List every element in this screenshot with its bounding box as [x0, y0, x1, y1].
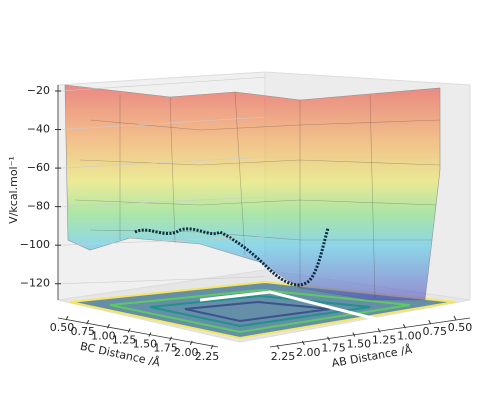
y-tick-label: 1.25 [372, 333, 397, 346]
grid-line [60, 196, 266, 207]
x-tick [210, 344, 214, 350]
x-tick-label: 2.25 [195, 350, 220, 363]
y-tick [327, 336, 331, 341]
z-axis-label: V/kcal.mol⁻¹ [7, 156, 20, 224]
y-tick-label: 2.00 [296, 346, 321, 359]
x-tick-label: 0.75 [70, 325, 95, 338]
x-tick-label: 1.50 [133, 338, 158, 351]
grid-line [60, 116, 266, 130]
z-tick-label: −100 [20, 238, 50, 251]
x-tick-label: 2.00 [174, 346, 199, 359]
grid-line [60, 156, 266, 169]
z-tick-label: −40 [27, 123, 50, 136]
y-tick [428, 319, 432, 325]
x-tick-label: 1.25 [112, 333, 137, 346]
z-tick-label: −20 [27, 84, 50, 97]
y-tick [453, 315, 457, 321]
y-tick [276, 344, 280, 350]
grid-line [60, 76, 266, 92]
x-tick [86, 319, 90, 325]
y-tick [301, 340, 305, 346]
x-tick [189, 340, 193, 346]
z-tick-label: −120 [20, 277, 50, 290]
grid-line [60, 276, 266, 285]
x-tick-label: 1.00 [91, 329, 116, 342]
z-tick-label: −60 [27, 161, 50, 174]
x-tick [65, 315, 69, 321]
trajectory [134, 227, 330, 287]
y-tick [402, 324, 406, 329]
grid-line [60, 236, 266, 246]
surface [64, 84, 441, 301]
z-tick-label: −80 [27, 200, 50, 213]
x-tick [106, 324, 110, 329]
y-tick-label: 2.25 [271, 350, 296, 363]
x-tick [148, 332, 152, 337]
x-tick-label: 0.50 [50, 321, 75, 334]
y-tick [352, 332, 356, 337]
y-tick [377, 328, 381, 333]
x-tick-label: 1.75 [153, 342, 178, 355]
x-tick [169, 336, 173, 341]
y-tick-label: 1.00 [397, 329, 422, 342]
x-tick [127, 328, 131, 333]
y-tick-label: 0.50 [448, 321, 473, 334]
y-tick-label: 1.75 [321, 342, 346, 355]
y-tick-label: 1.50 [347, 338, 372, 351]
surface-wire [74, 91, 441, 299]
y-tick-label: 0.75 [422, 325, 447, 338]
